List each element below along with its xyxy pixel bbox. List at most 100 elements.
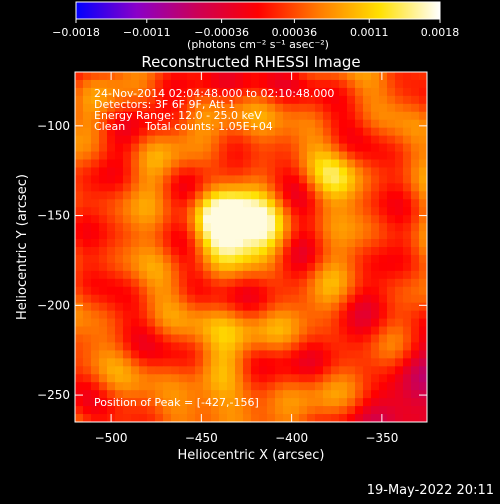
heatmap-cell [307,278,316,288]
heatmap-cell [243,414,252,422]
heatmap-cell [403,358,412,367]
heatmap-cell [75,366,84,375]
heatmap-cell [411,247,420,256]
heatmap-cell [211,207,220,216]
heatmap-cell [219,239,228,248]
heatmap-cell [211,103,220,113]
heatmap-cell [291,175,300,184]
heatmap-cell [99,334,108,344]
heatmap-cell [187,366,196,375]
heatmap-cell [251,270,260,280]
heatmap-cell [99,199,108,208]
heatmap-cell [147,326,156,336]
heatmap-cell [331,167,340,176]
heatmap-cell [131,278,140,288]
heatmap-cell [403,254,412,264]
heatmap-cell [147,406,156,415]
heatmap-cell [259,398,268,407]
heatmap-cell [83,175,92,184]
heatmap-cell [211,334,220,344]
heatmap-cell [299,406,308,415]
heatmap-cell [203,366,212,375]
heatmap-cell [211,414,220,422]
heatmap-cell [235,358,244,367]
heatmap-cell [339,191,348,200]
heatmap-cell [323,135,332,145]
heatmap-cell [275,310,284,320]
heatmap-cell [203,398,212,407]
heatmap-cell [83,239,92,248]
heatmap-cell [283,326,292,336]
heatmap-cell [187,254,196,264]
heatmap-cell [355,326,364,336]
heatmap-cell [387,406,396,415]
heatmap-cell [411,231,420,240]
heatmap-cell [147,374,156,383]
heatmap-cell [91,398,100,407]
heatmap-cell [291,398,300,407]
heatmap-cell [395,207,404,216]
heatmap-cell [371,350,380,359]
heatmap-cell [411,278,420,288]
heatmap-cell [267,111,276,121]
heatmap-cell [323,406,332,415]
heatmap-cell [107,398,116,407]
heatmap-cell [115,223,124,232]
heatmap-cell [195,199,204,208]
heatmap-cell [307,302,316,312]
heatmap-cell [419,103,427,113]
heatmap-cell [123,310,132,320]
chart-title: Reconstructed RHESSI Image [141,53,360,71]
heatmap-cell [147,294,156,304]
heatmap-cell [307,79,316,89]
annotation-method: Clean [94,120,125,133]
heatmap-cell [355,183,364,192]
heatmap-cell [251,159,260,169]
heatmap-cell [179,294,188,304]
heatmap-cell [139,191,148,200]
heatmap-cell [387,95,396,105]
heatmap-cell [259,262,268,272]
heatmap-cell [147,151,156,161]
heatmap-cell [83,294,92,304]
x-tick-label: −350 [365,431,398,445]
heatmap-cell [83,72,92,81]
heatmap-cell [195,119,204,129]
heatmap-cell [83,366,92,375]
heatmap-cell [203,175,212,184]
heatmap-cell [243,95,252,105]
heatmap-cell [147,278,156,288]
heatmap-cell [91,167,100,176]
heatmap-cell [243,286,252,296]
heatmap-cell [331,119,340,129]
heatmap-cell [131,406,140,415]
heatmap-cell [379,414,388,422]
heatmap-cell [139,270,148,280]
heatmap-cell [339,143,348,153]
heatmap-cell [371,103,380,113]
heatmap-cell [259,159,268,169]
heatmap-cell [331,111,340,121]
heatmap-cell [195,358,204,367]
heatmap-cell [203,199,212,208]
heatmap-cell [363,334,372,344]
heatmap-cell [187,302,196,312]
heatmap-cell [299,215,308,224]
heatmap-cell [115,390,124,399]
x-axis-label: Heliocentric X (arcsec) [178,448,325,463]
heatmap-cell [131,231,140,240]
heatmap-cell [75,334,84,344]
heatmap-cell [227,223,236,232]
heatmap-cell [363,72,372,81]
heatmap-cell [395,390,404,399]
heatmap-cell [171,374,180,383]
heatmap-cell [91,215,100,224]
heatmap-cell [355,374,364,383]
heatmap-cell [339,127,348,137]
heatmap-cell [203,111,212,121]
heatmap-cell [251,191,260,200]
heatmap-cell [315,366,324,375]
heatmap-cell [283,374,292,383]
heatmap-cell [107,366,116,375]
heatmap-cell [115,135,124,145]
